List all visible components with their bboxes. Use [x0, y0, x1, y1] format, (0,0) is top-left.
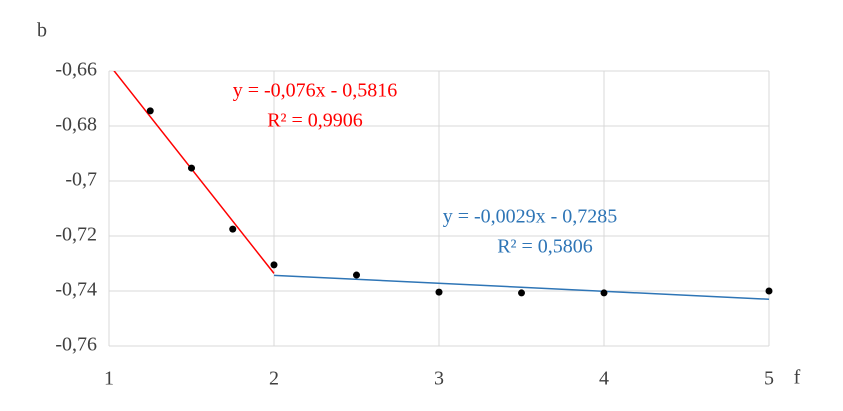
data-point — [353, 271, 360, 279]
data-point — [600, 289, 608, 297]
x-tick-label: 2 — [269, 368, 279, 390]
data-point — [270, 261, 278, 269]
y-tick-label: -0,7 — [65, 169, 97, 191]
y-tick-label: -0,76 — [55, 334, 97, 356]
trendline-r-squared: R² = 0,9906 — [267, 110, 363, 132]
data-point — [229, 225, 237, 233]
trendline-equation: y = -0,0029x - 0,7285 — [443, 206, 618, 228]
y-axis-label: b — [37, 20, 47, 42]
x-tick-label: 4 — [599, 368, 609, 390]
x-tick-label: 3 — [434, 368, 444, 390]
data-point — [435, 288, 443, 296]
data-point — [765, 287, 773, 295]
x-tick-label: 1 — [104, 368, 114, 390]
y-tick-label: -0,68 — [55, 114, 97, 136]
x-axis-label: f — [794, 367, 801, 389]
y-tick-label: -0,66 — [55, 59, 97, 81]
data-point — [518, 289, 525, 297]
trendline — [273, 274, 769, 300]
x-tick-label: 5 — [764, 368, 774, 390]
data-point — [146, 107, 154, 115]
trendline-r-squared: R² = 0,5806 — [497, 236, 593, 258]
y-tick-label: -0,74 — [55, 279, 97, 301]
y-tick-label: -0,72 — [55, 224, 97, 246]
trendline-equation: y = -0,076x - 0,5816 — [233, 80, 398, 102]
data-point — [188, 164, 195, 172]
